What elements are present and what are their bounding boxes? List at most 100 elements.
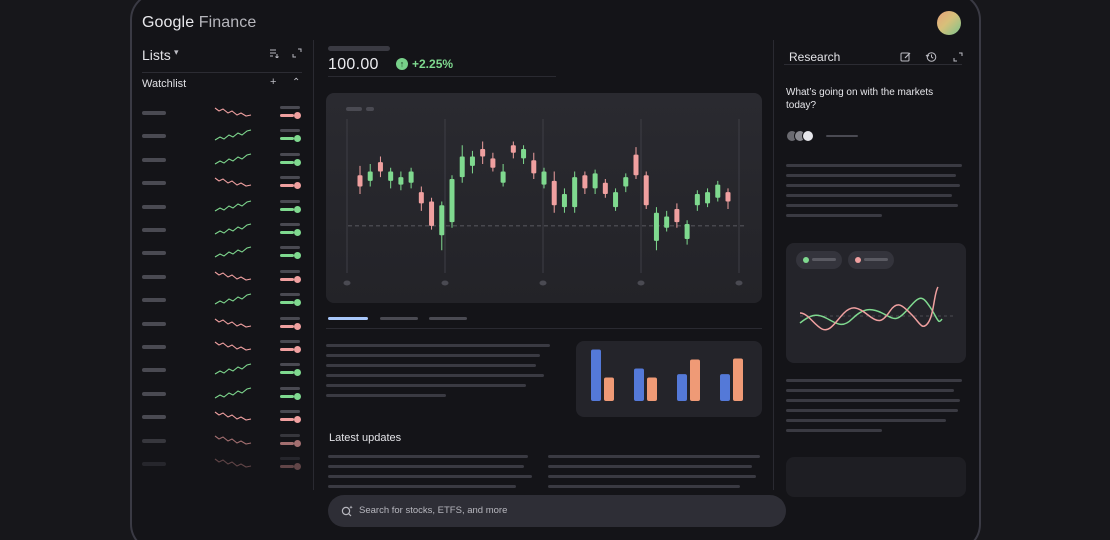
trend-dot-icon xyxy=(294,392,301,400)
watchlist-row[interactable] xyxy=(142,359,302,382)
edit-icon[interactable] xyxy=(900,50,912,62)
price-placeholder xyxy=(280,176,300,180)
watchlist-row[interactable] xyxy=(142,196,302,219)
source-avatars xyxy=(786,130,822,142)
watchlist-row[interactable] xyxy=(142,289,302,312)
divider xyxy=(313,40,314,490)
bar-orange xyxy=(733,358,743,401)
divider xyxy=(326,328,762,329)
watchlist-row[interactable] xyxy=(142,406,302,429)
lists-header: Lists ▾ xyxy=(142,46,302,68)
text-placeholder xyxy=(326,354,540,357)
sort-list-icon[interactable] xyxy=(269,48,279,61)
candle-body xyxy=(469,156,475,166)
tab-3[interactable] xyxy=(429,317,467,320)
legend-placeholder xyxy=(346,107,362,111)
candle-body xyxy=(408,171,414,183)
price-placeholder xyxy=(280,152,300,156)
candle-body xyxy=(694,194,700,206)
bar-chart-card[interactable] xyxy=(576,341,762,417)
watchlist-row[interactable] xyxy=(142,313,302,336)
watchlist-row[interactable] xyxy=(142,149,302,172)
bar-chart-svg xyxy=(591,349,743,401)
tab-1[interactable] xyxy=(328,317,368,320)
watchlist-row[interactable] xyxy=(142,242,302,265)
legend-pill-green[interactable] xyxy=(796,251,842,269)
candle-body xyxy=(459,156,465,178)
candle-body xyxy=(418,192,424,204)
search-sparkle-icon xyxy=(340,504,354,518)
trend-dot-icon xyxy=(294,463,301,470)
change-placeholder xyxy=(280,114,294,117)
add-symbol-button[interactable]: + xyxy=(270,76,277,88)
brand-logo[interactable]: Google Finance xyxy=(142,14,256,32)
sparkline xyxy=(214,387,252,399)
watchlist-panel: Lists ▾ Watchlist + ⌃ xyxy=(142,46,302,496)
watchlist-row[interactable] xyxy=(142,219,302,242)
symbol-placeholder xyxy=(142,251,166,256)
lists-dropdown[interactable]: Lists xyxy=(142,47,171,63)
candle-body xyxy=(388,171,394,181)
symbol-placeholder xyxy=(142,368,166,373)
text-placeholder xyxy=(328,465,524,468)
candle-body xyxy=(623,177,629,187)
symbol-placeholder xyxy=(142,298,166,303)
trend-dot-icon xyxy=(294,158,301,166)
symbol-placeholder xyxy=(142,228,166,232)
watchlist-row[interactable] xyxy=(142,430,302,453)
text-placeholder xyxy=(548,465,752,468)
price-placeholder xyxy=(280,129,300,133)
price-placeholder xyxy=(280,223,300,226)
change-placeholder xyxy=(280,184,294,188)
candle-body xyxy=(500,171,506,183)
candle-body xyxy=(613,192,619,208)
tab-2[interactable] xyxy=(380,317,418,320)
sparkline xyxy=(214,341,252,351)
watchlist-row[interactable] xyxy=(142,266,302,289)
candlestick-chart[interactable] xyxy=(326,93,762,303)
candle-body xyxy=(633,154,639,176)
candle-body xyxy=(643,175,649,206)
collapse-panel-icon[interactable] xyxy=(292,48,302,61)
history-icon[interactable] xyxy=(925,50,937,62)
watchlist-row[interactable] xyxy=(142,383,302,406)
watchlist-row[interactable] xyxy=(142,172,302,195)
collapse-panel-icon[interactable] xyxy=(952,50,964,62)
research-card[interactable] xyxy=(786,457,966,497)
legend-pill-pink[interactable] xyxy=(848,251,894,269)
divider xyxy=(784,64,962,65)
avatar[interactable] xyxy=(937,11,961,35)
bar-blue xyxy=(591,349,601,401)
watchlist-row[interactable] xyxy=(142,336,302,359)
trend-dot-icon xyxy=(294,439,301,447)
search-input[interactable]: Search for stocks, ETFS, and more xyxy=(359,505,508,516)
text-placeholder xyxy=(786,419,946,422)
price-change: +2.25% xyxy=(412,57,454,71)
watchlist-row[interactable] xyxy=(142,102,302,125)
legend-dot xyxy=(803,257,809,263)
change-placeholder xyxy=(280,394,294,398)
bar-blue xyxy=(634,368,644,401)
bar-blue xyxy=(677,374,687,401)
sparkline xyxy=(214,107,252,117)
change-placeholder xyxy=(280,465,294,468)
candle-body xyxy=(480,149,486,157)
change-placeholder xyxy=(280,418,294,422)
bar-orange xyxy=(690,359,700,401)
chevron-down-icon[interactable]: ▾ xyxy=(174,47,179,57)
watchlist-row[interactable] xyxy=(142,125,302,148)
comparison-chart-card[interactable] xyxy=(786,243,966,363)
candle-body xyxy=(398,177,404,185)
text-placeholder xyxy=(786,379,962,382)
candle-body xyxy=(490,158,496,168)
text-placeholder xyxy=(786,409,958,412)
trend-dot-icon xyxy=(294,135,301,143)
text-placeholder xyxy=(786,389,954,392)
watchlist-row[interactable] xyxy=(142,453,302,476)
trend-dot-icon xyxy=(294,112,301,119)
trend-dot-icon xyxy=(294,346,301,353)
chevron-up-icon[interactable]: ⌃ xyxy=(292,77,301,88)
search-bar[interactable]: Search for stocks, ETFS, and more xyxy=(328,495,786,527)
candle-body xyxy=(439,205,445,236)
price-placeholder xyxy=(280,363,300,367)
